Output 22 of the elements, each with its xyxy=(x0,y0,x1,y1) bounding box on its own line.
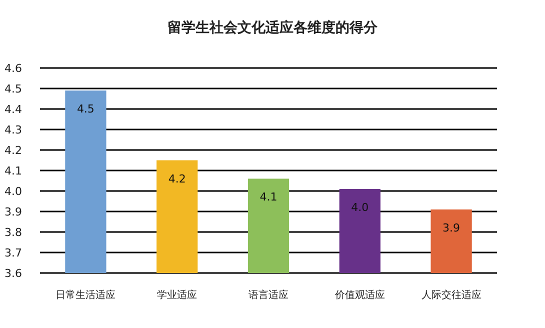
y-tick-label: 4.6 xyxy=(4,62,22,75)
y-tick-label: 4.3 xyxy=(4,124,22,136)
y-tick-label: 3.6 xyxy=(4,267,22,280)
y-tick-label: 4.2 xyxy=(4,144,22,157)
x-tick-label: 学业适应 xyxy=(157,289,198,301)
y-tick-label: 3.7 xyxy=(4,246,22,260)
x-tick-label: 语言适应 xyxy=(248,289,288,301)
data-label: 4.0 xyxy=(351,200,369,214)
y-tick-label: 3.9 xyxy=(4,206,22,218)
chart-title: 留学生社会文化适应各维度的得分 xyxy=(168,19,378,36)
data-label: 4.2 xyxy=(168,172,186,186)
data-label: 3.9 xyxy=(442,221,460,234)
x-tick-label: 人际交往适应 xyxy=(421,289,482,301)
data-label: 4.5 xyxy=(76,102,94,116)
y-tick-label: 4.4 xyxy=(4,103,22,116)
y-tick-label: 4.5 xyxy=(4,82,22,96)
y-tick-label: 3.8 xyxy=(4,226,22,239)
data-label: 4.1 xyxy=(260,190,278,204)
y-tick-label: 4.1 xyxy=(4,164,22,178)
y-tick-label: 4.0 xyxy=(4,185,22,198)
x-tick-label: 价值观适应 xyxy=(334,289,385,301)
x-tick-label: 日常生活适应 xyxy=(56,289,116,301)
